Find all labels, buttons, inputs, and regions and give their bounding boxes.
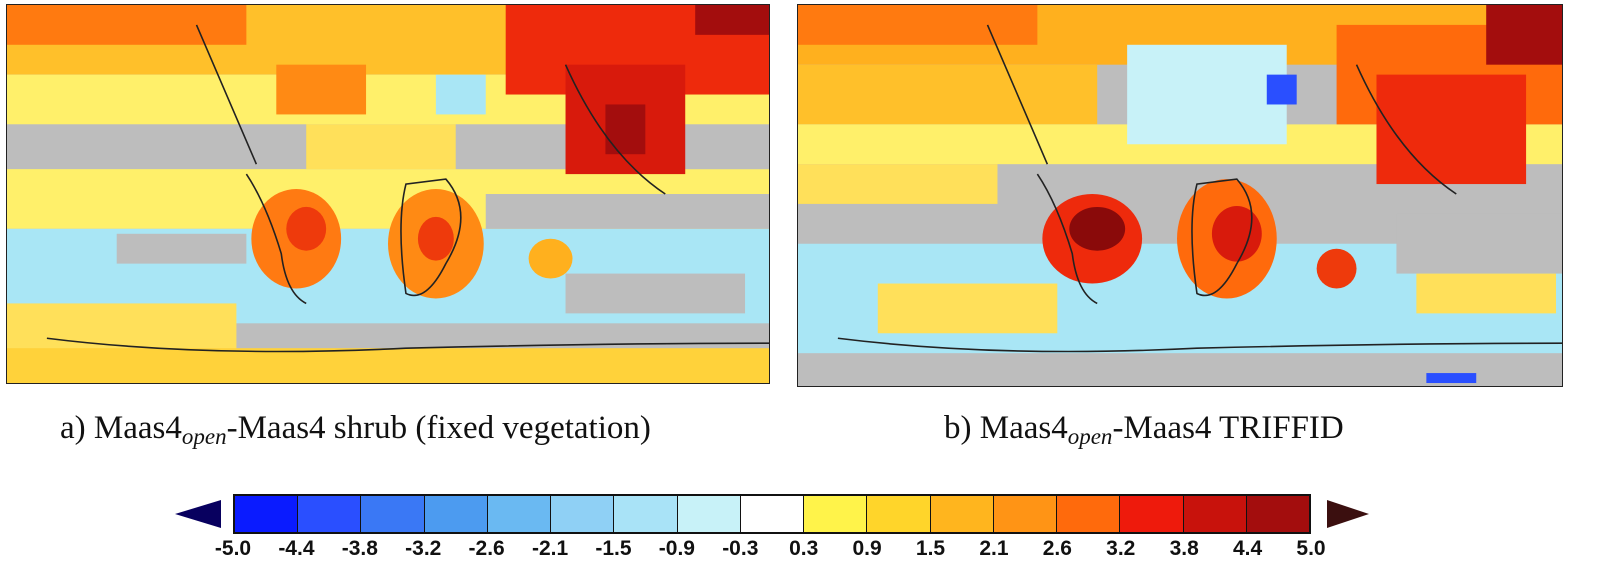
colorbar-swatch — [1183, 496, 1247, 532]
colorbar-tick-label: -0.3 — [722, 537, 759, 560]
caption-a-sub: open — [181, 424, 227, 449]
colorbar-swatch — [1057, 496, 1121, 532]
colorbar-swatch — [298, 496, 362, 532]
caption-b: b) Maas4open-Maas4 TRIFFID — [944, 410, 1344, 450]
colorbar-swatch — [677, 496, 741, 532]
colorbar-tick-label: -3.8 — [341, 537, 378, 560]
map-a-image — [7, 5, 769, 383]
caption-a-prefix: a) Maas4 — [60, 410, 182, 446]
colorbar-swatch — [993, 496, 1058, 532]
colorbar-tick-label: 3.2 — [1106, 537, 1136, 560]
colorbar-swatch — [1120, 496, 1184, 532]
caption-b-sub: open — [1067, 424, 1113, 449]
caption-a-suffix: -Maas4 shrub (fixed vegetation) — [226, 410, 651, 446]
colorbar-swatch — [551, 496, 615, 532]
colorbar-swatch — [804, 496, 868, 532]
colorbar-swatch — [1246, 496, 1309, 532]
caption-b-suffix: -Maas4 TRIFFID — [1112, 410, 1344, 446]
colorbar-low-arrow — [175, 500, 221, 528]
colorbar-swatch — [930, 496, 994, 532]
colorbar-tick-label: -4.4 — [278, 537, 315, 560]
colorbar-swatch — [487, 496, 552, 532]
colorbar-swatch — [867, 496, 931, 532]
colorbar-tick-label: 5.0 — [1296, 537, 1326, 560]
colorbar-swatch — [614, 496, 678, 532]
colorbar-tick-label: 0.3 — [789, 537, 819, 560]
colorbar-tick-label: 4.4 — [1232, 537, 1263, 560]
colorbar-tick-label: 1.5 — [915, 537, 946, 560]
colorbar-tick-label: 2.1 — [979, 537, 1009, 560]
colorbar-tick-labels: -5.0 -4.4 -3.8 -3.2 -2.6 -2.1 -1.5 -0.9 -0.3 0.3 0… — [0, 537, 1600, 567]
colorbar-tick-label: -3.2 — [405, 537, 442, 560]
map-panel-b — [797, 4, 1563, 387]
map-b-image — [798, 5, 1562, 386]
colorbar-tick-label: -2.1 — [531, 537, 569, 560]
caption-a: a) Maas4open-Maas4 shrub (fixed vegetati… — [60, 410, 651, 450]
colorbar-tick-label: -1.5 — [595, 537, 632, 560]
colorbar-tick-label: 3.8 — [1169, 537, 1199, 560]
colorbar-high-arrow — [1327, 500, 1369, 528]
colorbar-swatch — [740, 496, 805, 532]
colorbar-tick-label: -5.0 — [214, 537, 252, 560]
colorbar-swatch — [361, 496, 425, 532]
colorbar-tick-label: -0.9 — [658, 537, 695, 560]
colorbar-swatch — [424, 496, 488, 532]
colorbar-tick-label: 2.6 — [1042, 537, 1072, 560]
colorbar-swatch — [235, 496, 299, 532]
map-panel-a — [6, 4, 770, 384]
colorbar-tick-label: -2.6 — [468, 537, 505, 560]
colorbar-tick-label: 0.9 — [852, 537, 882, 560]
caption-b-prefix: b) Maas4 — [944, 410, 1068, 446]
colorbar — [233, 494, 1311, 534]
